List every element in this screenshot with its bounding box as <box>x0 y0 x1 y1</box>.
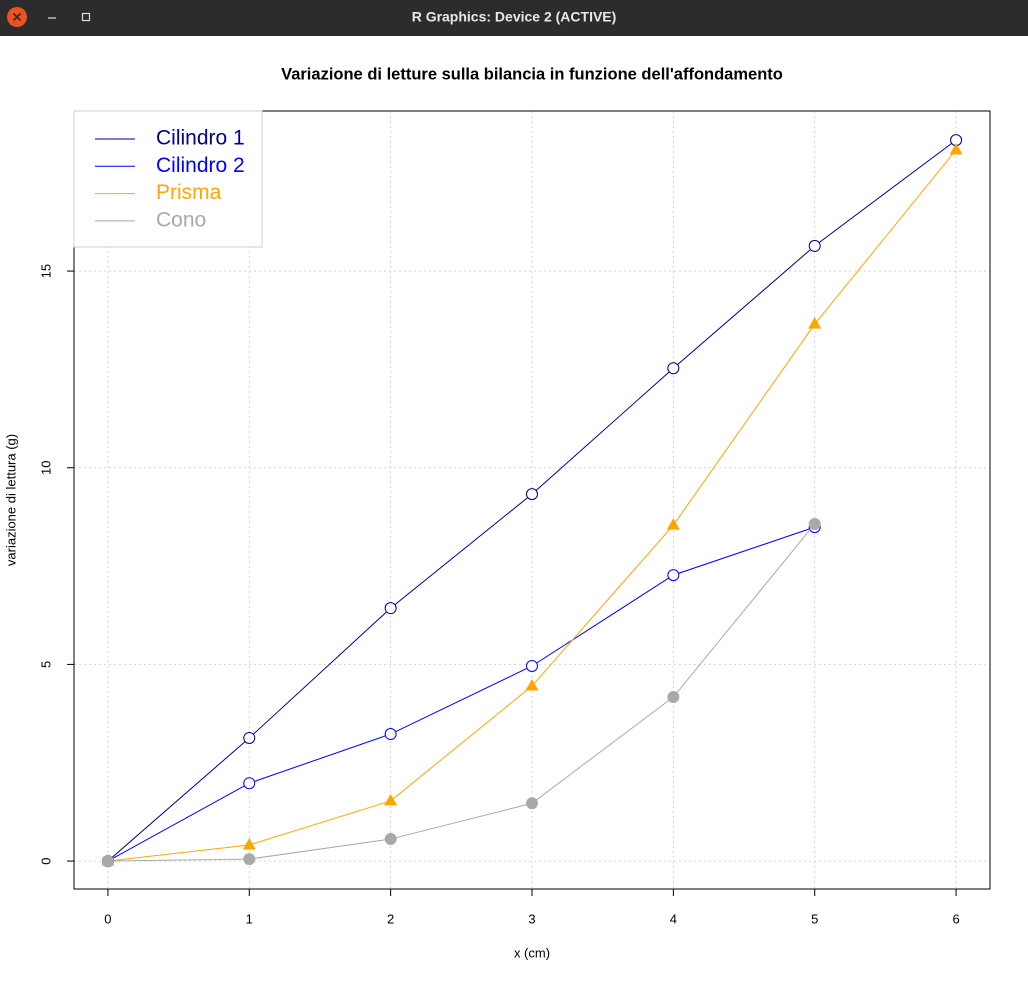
x-tick-label: 6 <box>952 911 959 926</box>
y-tick-label: 15 <box>38 264 53 278</box>
series-line <box>107 526 815 862</box>
point <box>667 362 680 375</box>
title-bar <box>0 0 1028 36</box>
point <box>808 517 821 530</box>
point <box>667 569 680 582</box>
point <box>808 317 822 329</box>
point <box>525 679 539 691</box>
series-line <box>107 523 816 862</box>
point <box>526 659 538 672</box>
x-tick-label: 5 <box>811 911 818 926</box>
legend-label: Cilindro 2 <box>156 154 245 177</box>
chart-title: Variazione di letture sulla bilancia in … <box>281 65 783 83</box>
x-tick-label: 3 <box>528 911 535 926</box>
point <box>384 793 398 806</box>
legend-label: Prisma <box>156 181 222 204</box>
point <box>666 518 680 530</box>
x-tick-label: 2 <box>387 911 394 926</box>
point <box>384 728 397 741</box>
window-title: R Graphics: Device 2 (ACTIVE) <box>412 9 617 25</box>
point <box>526 488 538 501</box>
y-tick-label: 0 <box>38 857 53 864</box>
maximize-button[interactable] <box>81 12 91 22</box>
legend-label: Cono <box>156 208 206 231</box>
point <box>808 239 821 252</box>
plot-area <box>101 134 963 868</box>
point <box>242 837 256 850</box>
point <box>384 833 397 846</box>
point <box>243 731 256 744</box>
point <box>526 797 538 810</box>
point <box>949 142 963 155</box>
point <box>667 691 680 704</box>
legend: Cilindro 1 Cilindro 2 Prisma Cono <box>73 110 263 248</box>
x-tick-label: 1 <box>246 911 253 926</box>
x-axis-label: x (cm) <box>514 945 550 960</box>
legend-box <box>73 110 263 248</box>
point <box>243 853 256 866</box>
point <box>243 777 256 790</box>
x-tick-label: 0 <box>104 911 111 926</box>
legend-label: Cilindro 1 <box>156 127 245 150</box>
y-tick-label: 5 <box>38 661 53 668</box>
x-tick-label: 4 <box>670 911 677 926</box>
point <box>101 855 114 868</box>
y-axis-label: variazione di lettura (g) <box>3 434 18 566</box>
y-tick-label: 10 <box>38 461 53 475</box>
close-icon <box>12 12 22 22</box>
point <box>384 602 397 615</box>
